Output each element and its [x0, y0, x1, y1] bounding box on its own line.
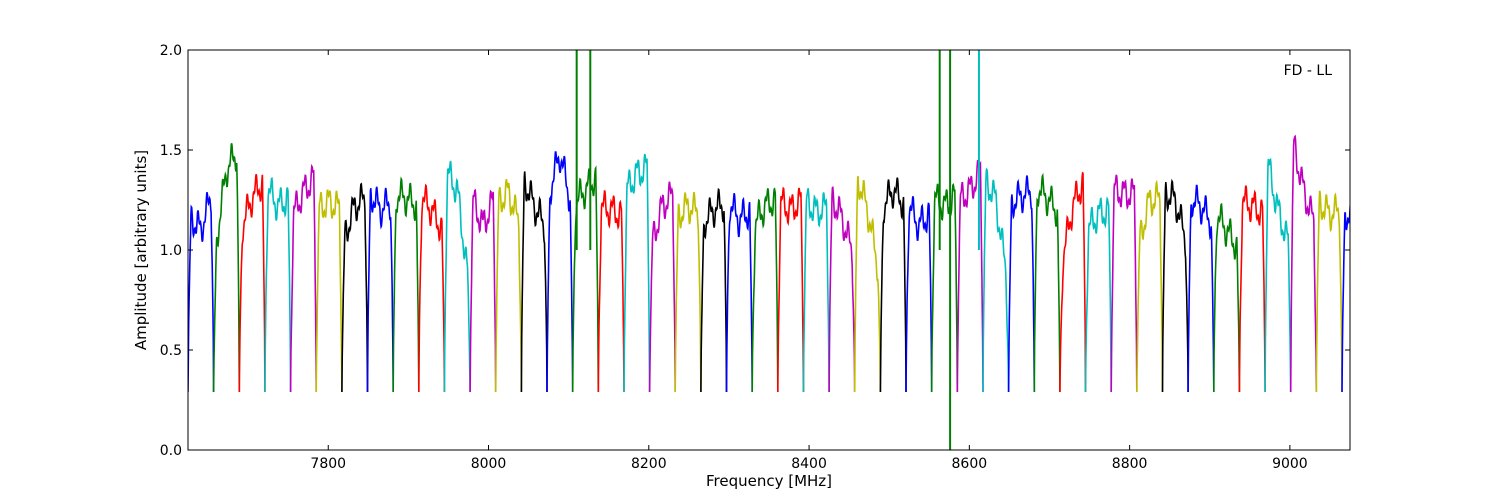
channel-line — [546, 151, 574, 393]
channel-line — [1033, 172, 1061, 393]
channel-line — [623, 153, 651, 393]
channel-line — [930, 183, 959, 393]
channel-line — [315, 189, 343, 393]
channel-line — [1007, 175, 1036, 393]
y-axis: 0.0 0.5 1.0 1.5 2.0 — [160, 43, 1350, 459]
x-tick-label: 8200 — [631, 456, 667, 472]
channel-line — [264, 176, 292, 393]
x-tick-label: 8800 — [1112, 456, 1148, 472]
channel-line — [1136, 179, 1164, 393]
channel-line — [289, 163, 317, 393]
channel-line — [1238, 185, 1266, 393]
y-tick-label: 0.5 — [160, 343, 182, 359]
y-axis-label: Amplitude [arbitrary units] — [132, 150, 150, 350]
channel-line — [520, 171, 548, 393]
channel-line — [469, 188, 497, 393]
channel-line — [674, 191, 702, 393]
channel-line — [1110, 174, 1138, 393]
channel-line — [1341, 199, 1350, 393]
channel-line — [802, 187, 830, 393]
x-axis: 7800 8000 8200 8400 8600 8800 9000 — [310, 50, 1308, 472]
channel-line — [443, 160, 471, 393]
channel-line — [1161, 178, 1189, 393]
chart-annotation: FD - LL — [1284, 63, 1333, 79]
channel-line — [392, 176, 420, 393]
series-layer — [188, 50, 1350, 450]
x-tick-label: 8600 — [952, 456, 988, 472]
channel-line — [828, 186, 856, 393]
channel-line — [1059, 171, 1087, 393]
channel-line — [418, 183, 446, 393]
channel-line — [1084, 196, 1112, 393]
channel-line — [494, 179, 523, 393]
y-tick-label: 1.0 — [160, 243, 182, 259]
channel-line — [905, 196, 933, 393]
y-tick-label: 1.5 — [160, 143, 182, 159]
channel-line — [725, 193, 753, 393]
y-tick-label: 2.0 — [160, 43, 182, 59]
x-tick-label: 8000 — [471, 456, 507, 472]
channel-line — [1264, 157, 1292, 393]
x-tick-label: 9000 — [1272, 456, 1308, 472]
channel-line — [188, 192, 215, 393]
channel-line — [366, 186, 394, 393]
channel-line — [982, 167, 1010, 393]
channel-line — [853, 176, 882, 393]
x-tick-label: 8400 — [791, 456, 827, 472]
channel-line — [1289, 134, 1318, 393]
channel-line — [1187, 184, 1215, 393]
channel-line — [1213, 202, 1241, 393]
channel-line — [879, 177, 907, 393]
channel-line — [648, 181, 676, 393]
y-tick-label: 0.0 — [160, 443, 182, 459]
channel-line — [238, 173, 266, 393]
x-axis-label: Frequency [MHz] — [706, 472, 832, 490]
channel-line — [1315, 190, 1343, 393]
channel-line — [751, 187, 779, 393]
channel-line — [777, 186, 805, 393]
plot-frame — [187, 49, 1351, 451]
channel-line — [212, 143, 241, 393]
channel-line — [597, 190, 625, 393]
channel-line — [341, 182, 369, 393]
x-tick-label: 7800 — [310, 456, 346, 472]
channel-line — [700, 188, 728, 393]
